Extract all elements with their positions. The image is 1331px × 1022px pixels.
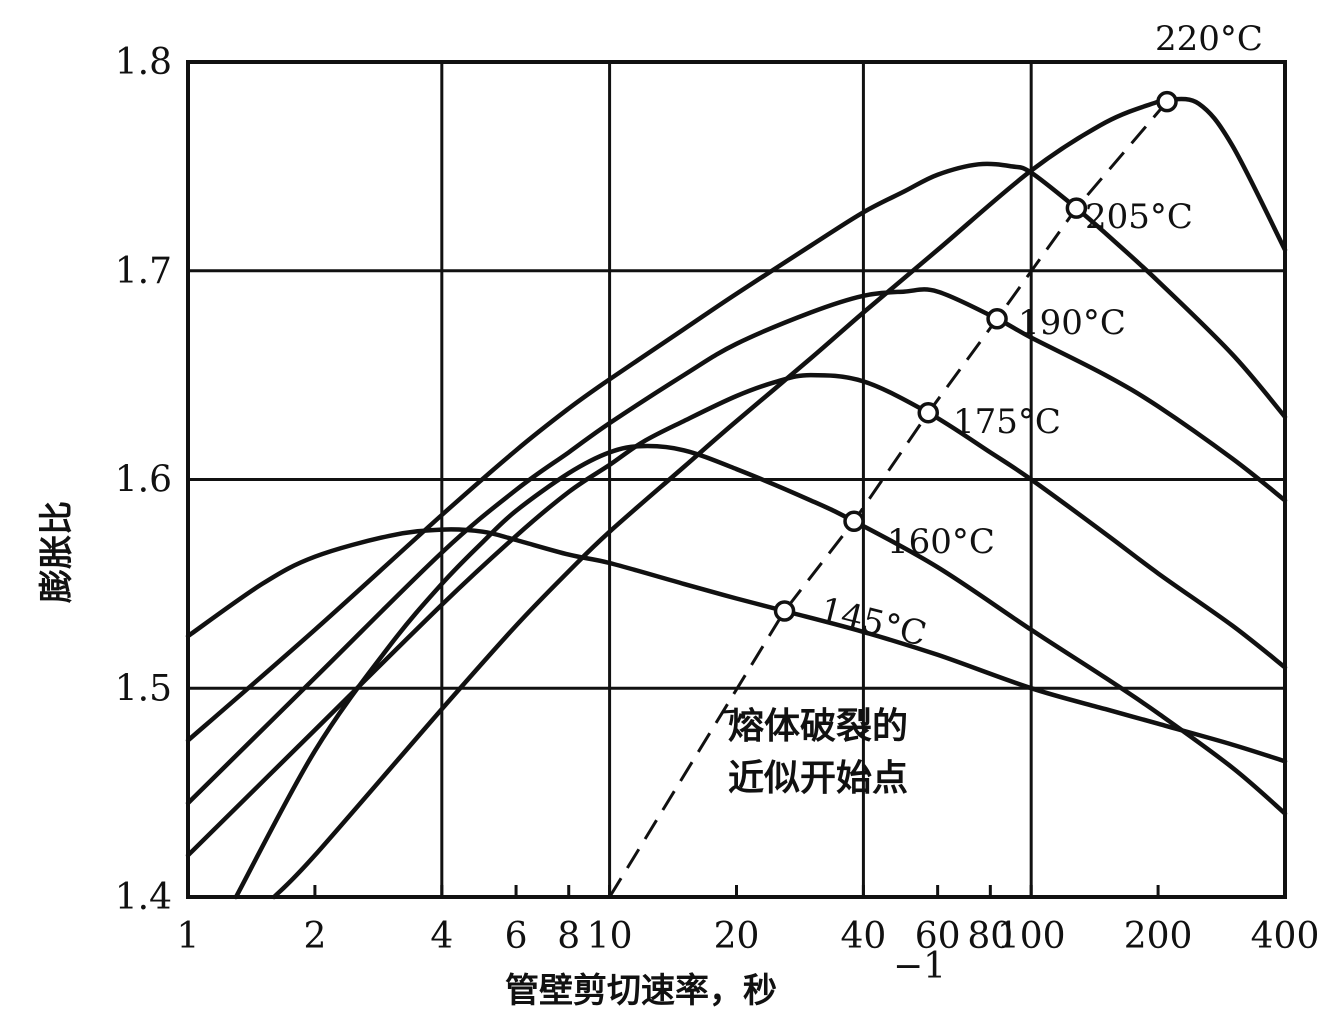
series-label: 160°C [887,522,995,562]
x-tick-label: 4 [430,916,453,957]
x-axis-title: 管壁剪切速率，秒 [505,971,777,1011]
onset-marker [773,600,796,622]
series-line [185,527,1288,764]
series-label: 205°C [1085,197,1193,237]
x-tick-label: 6 [505,916,528,957]
onset-marker [986,308,1008,330]
annotation-line-2: 近似开始点 [728,758,908,799]
x-tick-label: 40 [841,916,887,957]
y-tick-label: 1.7 [115,251,172,292]
y-tick-label: 1.8 [115,42,172,83]
x-tick-label: 2 [303,916,326,957]
y-tick-label: 1.6 [115,460,172,501]
x-tick-label: 100 [997,916,1066,957]
x-tick-label: 80 [967,916,1013,957]
x-tick-label: 400 [1251,916,1320,957]
onset-marker [843,510,865,532]
series-label: 175°C [953,402,1061,442]
series-labels: 145°C 160°C 175°C 190°C 205°C 220°C [816,19,1263,655]
series-label: 145°C [816,590,930,655]
grid [186,60,1287,899]
onset-marker [1156,90,1178,113]
x-tick-label: 200 [1124,916,1193,957]
series-line [233,443,1288,900]
onset-marker [1065,197,1088,219]
onset-marker [917,401,940,424]
series-label: 220°C [1155,19,1263,59]
x-tick-label: 20 [714,916,760,957]
y-tick-label: 1.4 [115,877,172,918]
series-lines [185,96,1288,900]
onset-markers [773,90,1178,622]
x-tick-label: 8 [557,916,580,957]
x-tick-label: 1 [177,916,200,957]
y-axis-title: 膨胀比 [37,501,77,604]
annotation-line-1: 熔体破裂的 [728,706,908,747]
series-line [185,287,1288,806]
x-axis-title-exponent: −1 [893,946,946,987]
melt-fracture-annotation: 熔体破裂的 近似开始点 [721,706,908,799]
series-line [185,372,1288,858]
series-label: 190°C [1018,303,1126,343]
x-tick-label: 10 [587,916,633,957]
annotation-arrow [721,709,737,714]
y-tick-label: 1.5 [115,668,172,709]
x-tick-label: 60 [915,916,961,957]
series-line [185,161,1288,743]
